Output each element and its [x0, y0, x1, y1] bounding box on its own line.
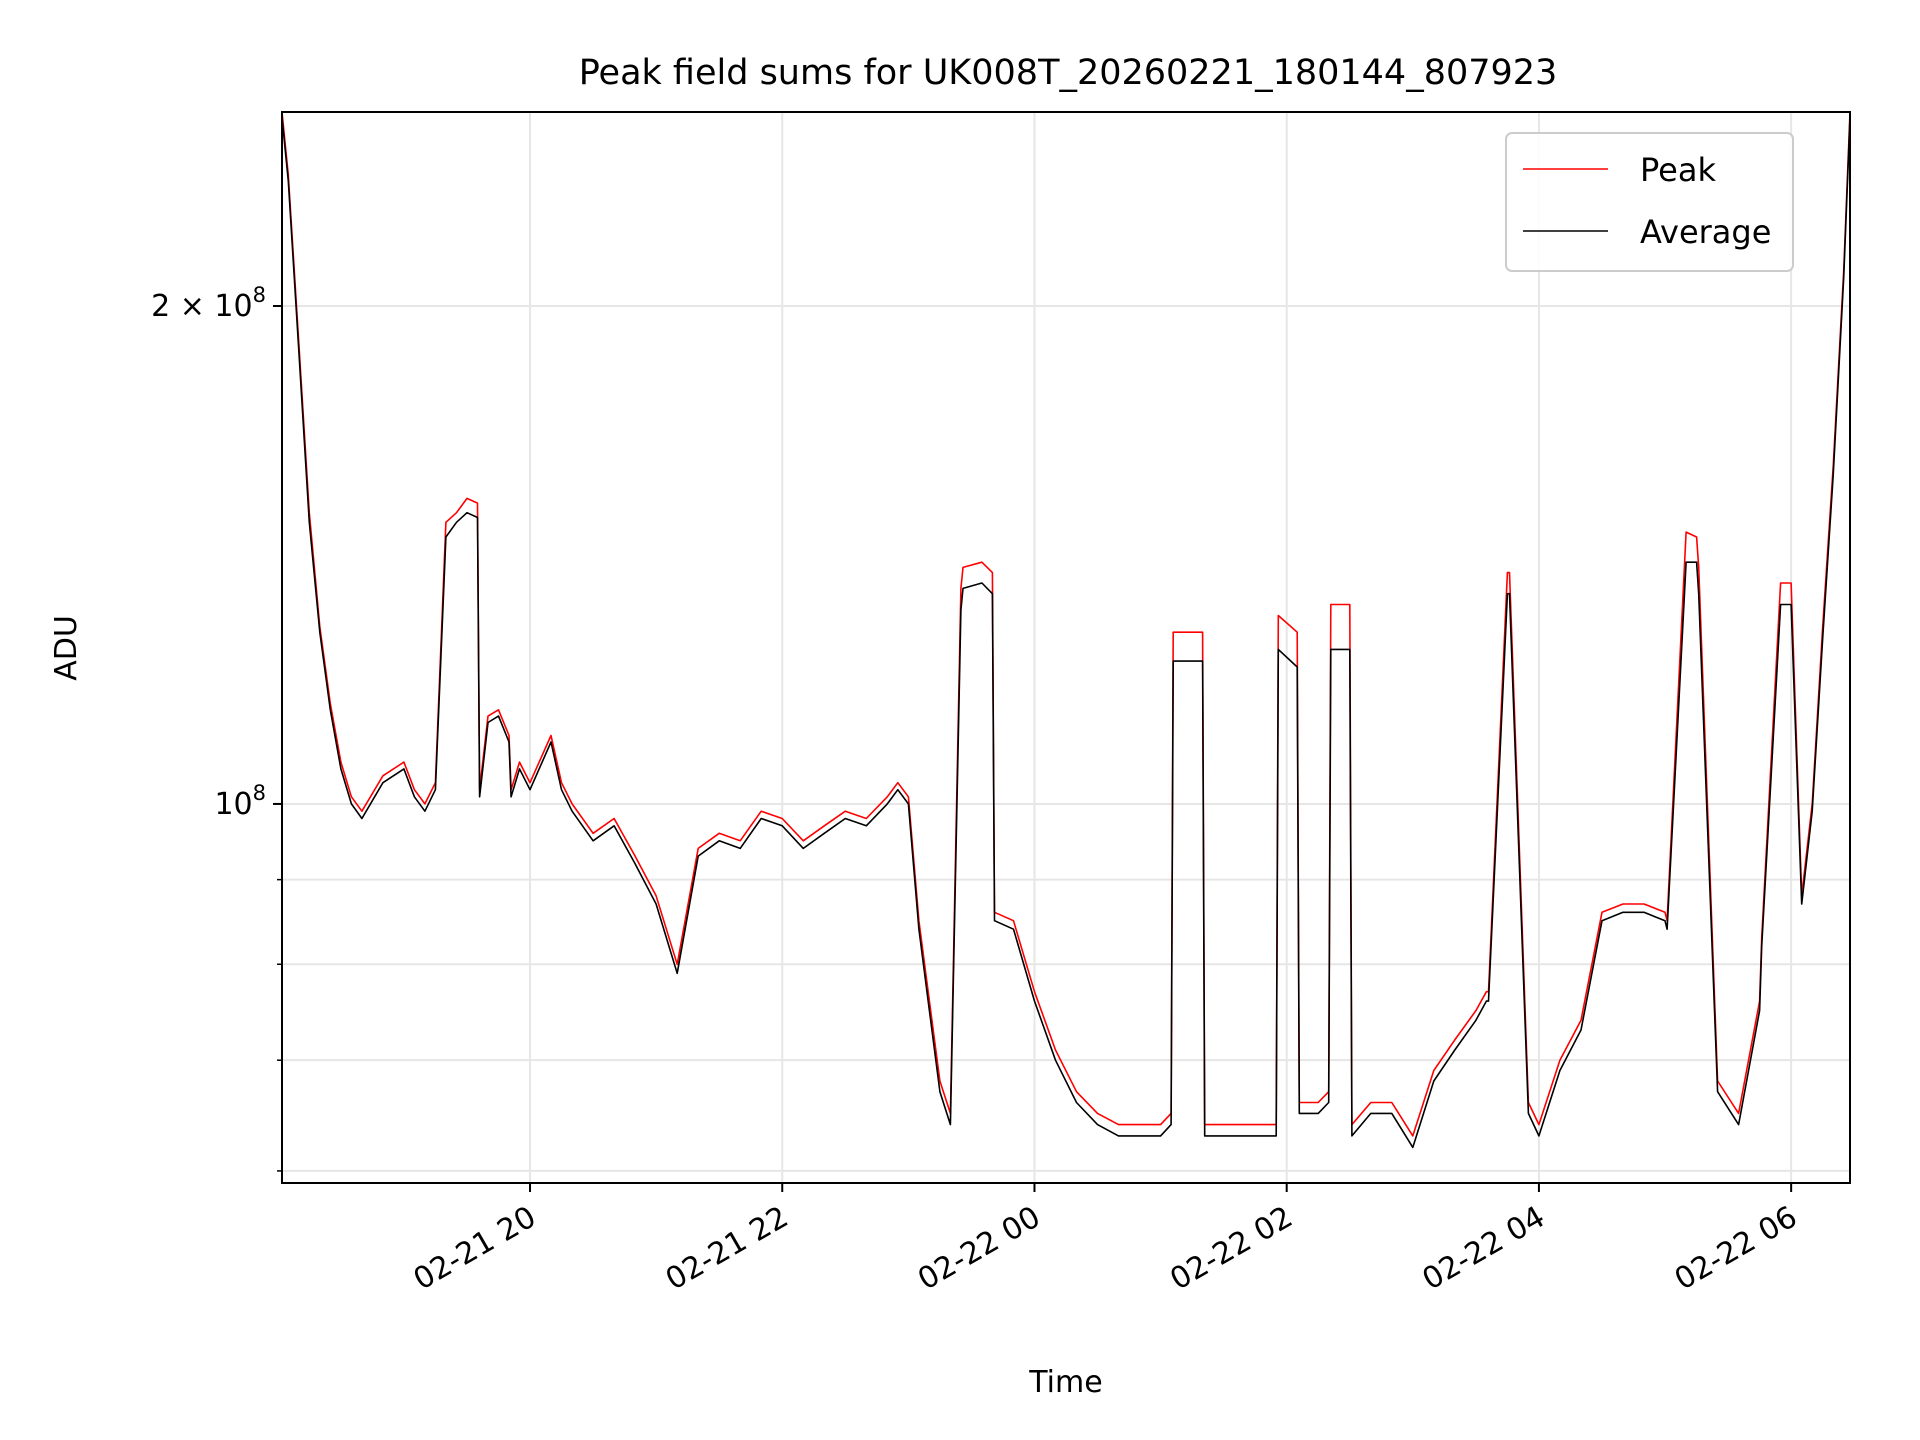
y-tick-label: 108 — [214, 781, 266, 822]
plot-frame — [281, 111, 1851, 1184]
legend-box — [1505, 132, 1794, 272]
series-layer — [281, 111, 1851, 1149]
series-line-average — [281, 117, 1851, 1149]
y-tick-label: 2 × 108 — [151, 283, 266, 324]
legend-peak-label: Peak — [1640, 151, 1716, 189]
chart-title: Peak field sums for UK008T_20260221_1801… — [579, 53, 1558, 93]
y-axis: 108 2 × 108 — [151, 283, 282, 1172]
legend-average-label: Average — [1640, 213, 1771, 251]
x-axis-label: Time — [1028, 1365, 1102, 1400]
y-axis-label: ADU — [49, 615, 84, 681]
legend: Peak Average — [1505, 132, 1794, 272]
grid — [282, 112, 1850, 1183]
